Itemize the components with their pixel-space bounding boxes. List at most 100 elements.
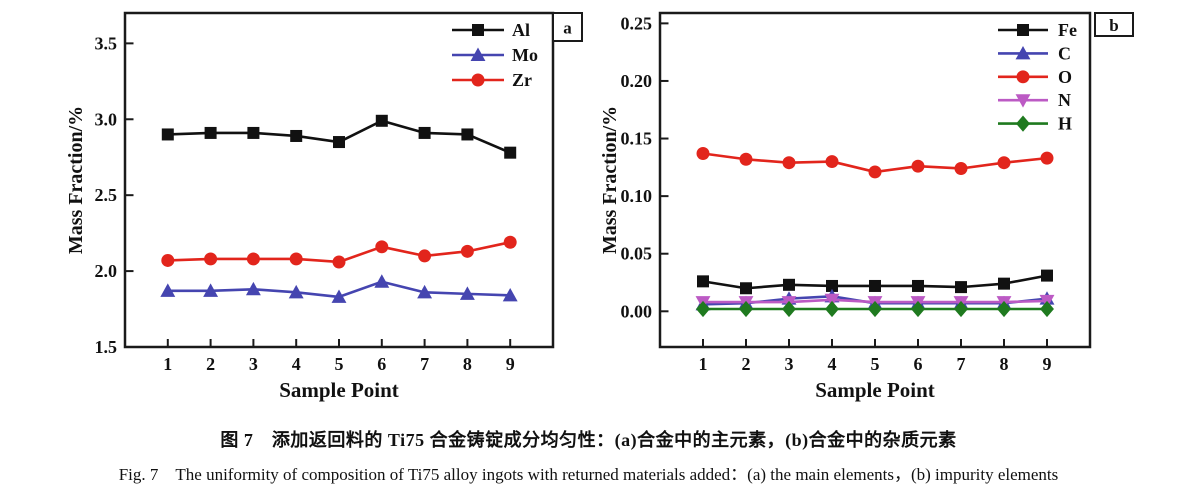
data-point-marker-H-1 xyxy=(696,300,710,318)
data-point-marker-O-3 xyxy=(782,156,796,170)
panel-label-box xyxy=(1094,12,1134,37)
data-point-marker-Fe-5 xyxy=(869,279,881,292)
y-axis-tick-label: 2.0 xyxy=(95,261,118,281)
data-point-marker-Al-3 xyxy=(247,126,260,139)
y-axis-title: Mass Fraction/% xyxy=(599,106,621,254)
data-point-marker-Zr-6 xyxy=(375,240,389,254)
y-axis-title: Mass Fraction/% xyxy=(65,106,87,254)
x-axis-tick-label: 9 xyxy=(506,354,515,374)
data-point-marker-N-4 xyxy=(824,293,840,308)
x-axis-tick-label: 7 xyxy=(957,354,966,374)
x-axis-tick-label: 8 xyxy=(463,354,472,374)
data-point-marker-Mo-5 xyxy=(331,289,347,303)
legend-marker-C xyxy=(1015,45,1031,60)
data-point-marker-H-8 xyxy=(997,300,1011,318)
legend-marker-N xyxy=(1015,94,1031,108)
data-point-marker-Mo-2 xyxy=(203,283,219,297)
panel-label-box xyxy=(552,12,583,42)
x-axis-tick-label: 1 xyxy=(163,354,172,374)
data-point-marker-H-2 xyxy=(739,300,753,318)
x-axis-tick-label: 7 xyxy=(420,354,429,374)
y-axis-tick-label: 3.5 xyxy=(95,33,118,53)
legend-marker-H xyxy=(1016,115,1030,132)
data-point-marker-O-1 xyxy=(696,147,710,160)
data-point-marker-Al-6 xyxy=(375,114,388,127)
data-point-marker-O-6 xyxy=(911,159,925,173)
data-point-marker-H-6 xyxy=(911,300,925,318)
data-point-marker-Al-4 xyxy=(290,129,303,142)
data-point-marker-Al-5 xyxy=(333,136,345,149)
data-point-marker-Fe-6 xyxy=(912,279,924,292)
data-point-marker-Mo-9 xyxy=(502,287,518,302)
panel-label: b xyxy=(1109,16,1118,35)
data-point-marker-O-7 xyxy=(954,162,968,175)
plot-frame xyxy=(658,11,1092,349)
legend-label-C: C xyxy=(1058,43,1071,63)
data-point-marker-O-2 xyxy=(739,152,753,166)
data-point-marker-Zr-7 xyxy=(418,249,432,263)
data-point-marker-H-4 xyxy=(825,300,839,318)
legend-label-Zr: Zr xyxy=(512,70,532,90)
x-axis-tick-label: 2 xyxy=(742,354,751,374)
data-point-marker-O-5 xyxy=(868,165,882,179)
data-point-marker-Zr-4 xyxy=(289,252,303,266)
legend-label-Mo: Mo xyxy=(512,45,538,65)
legend-label-Fe: Fe xyxy=(1058,20,1077,40)
data-point-marker-Fe-9 xyxy=(1041,269,1053,282)
data-point-marker-Fe-4 xyxy=(826,279,838,292)
data-point-marker-O-8 xyxy=(997,156,1011,170)
data-point-marker-Zr-2 xyxy=(204,252,218,266)
y-axis-tick-label: 0.25 xyxy=(621,13,653,33)
data-point-marker-Al-8 xyxy=(461,128,474,141)
data-point-marker-Al-1 xyxy=(161,128,174,141)
y-axis-tick-label: 0.20 xyxy=(621,71,653,91)
x-axis-tick-label: 8 xyxy=(1000,354,1009,374)
data-point-marker-Fe-7 xyxy=(955,281,967,294)
legend-marker-Fe xyxy=(1017,24,1029,36)
legend-marker-Al xyxy=(472,24,484,36)
data-point-marker-Fe-8 xyxy=(998,277,1010,290)
chart-a-main-elements: 1.5 2.0 2.5 3.0 3.5 1 2 3 4 5 6 7 8 9 Mass Fraction/% S… xyxy=(65,11,583,402)
x-axis-tick-label: 5 xyxy=(871,354,880,374)
data-point-marker-Mo-8 xyxy=(459,286,475,300)
y-axis-tick-label: 3.0 xyxy=(95,109,118,129)
plot-frame xyxy=(123,11,555,349)
data-point-marker-O-4 xyxy=(825,155,839,169)
caption-english: Fig. 7 The uniformity of composition of … xyxy=(118,465,1059,484)
data-point-marker-Zr-1 xyxy=(161,253,175,267)
y-axis-tick-label: 0.15 xyxy=(621,129,653,149)
legend-label-N: N xyxy=(1058,90,1071,110)
data-point-marker-H-5 xyxy=(868,300,882,318)
data-point-marker-Mo-4 xyxy=(288,284,304,299)
data-point-marker-Al-7 xyxy=(418,126,431,139)
legend-marker-Mo xyxy=(470,47,486,61)
x-axis-tick-label: 3 xyxy=(785,354,794,374)
x-axis-tick-label: 5 xyxy=(335,354,344,374)
x-axis-tick-label: 2 xyxy=(206,354,215,374)
y-axis-tick-label: 0.05 xyxy=(621,244,653,264)
data-point-marker-Fe-2 xyxy=(740,282,752,295)
x-axis-tick-label: 1 xyxy=(699,354,708,374)
x-axis-tick-label: 4 xyxy=(292,354,301,374)
data-point-marker-Mo-6 xyxy=(374,274,390,288)
data-point-marker-Zr-9 xyxy=(503,235,517,249)
y-axis-tick-label: 0.00 xyxy=(621,301,653,321)
x-axis-title: Sample Point xyxy=(279,378,399,402)
data-point-marker-Mo-1 xyxy=(160,283,176,297)
legend-label-H: H xyxy=(1058,114,1072,134)
caption-chinese: 图 7 添加返回料的 Ti75 合金铸锭成分均匀性：(a)合金中的主元素，(b)… xyxy=(220,430,957,450)
x-axis-title: Sample Point xyxy=(815,378,935,402)
x-axis-tick-label: 4 xyxy=(828,354,837,374)
data-point-marker-Zr-5 xyxy=(332,255,346,269)
legend-marker-O xyxy=(1016,70,1030,84)
data-point-marker-H-3 xyxy=(782,300,796,318)
x-axis-tick-label: 3 xyxy=(249,354,258,374)
y-axis-tick-label: 2.5 xyxy=(95,185,118,205)
y-axis-tick-label: 0.10 xyxy=(621,186,653,206)
x-axis-tick-label: 9 xyxy=(1043,354,1052,374)
data-point-marker-Mo-3 xyxy=(245,281,261,296)
data-point-marker-Fe-3 xyxy=(783,278,795,291)
x-axis-tick-label: 6 xyxy=(377,354,386,374)
data-point-marker-Zr-8 xyxy=(460,244,474,258)
